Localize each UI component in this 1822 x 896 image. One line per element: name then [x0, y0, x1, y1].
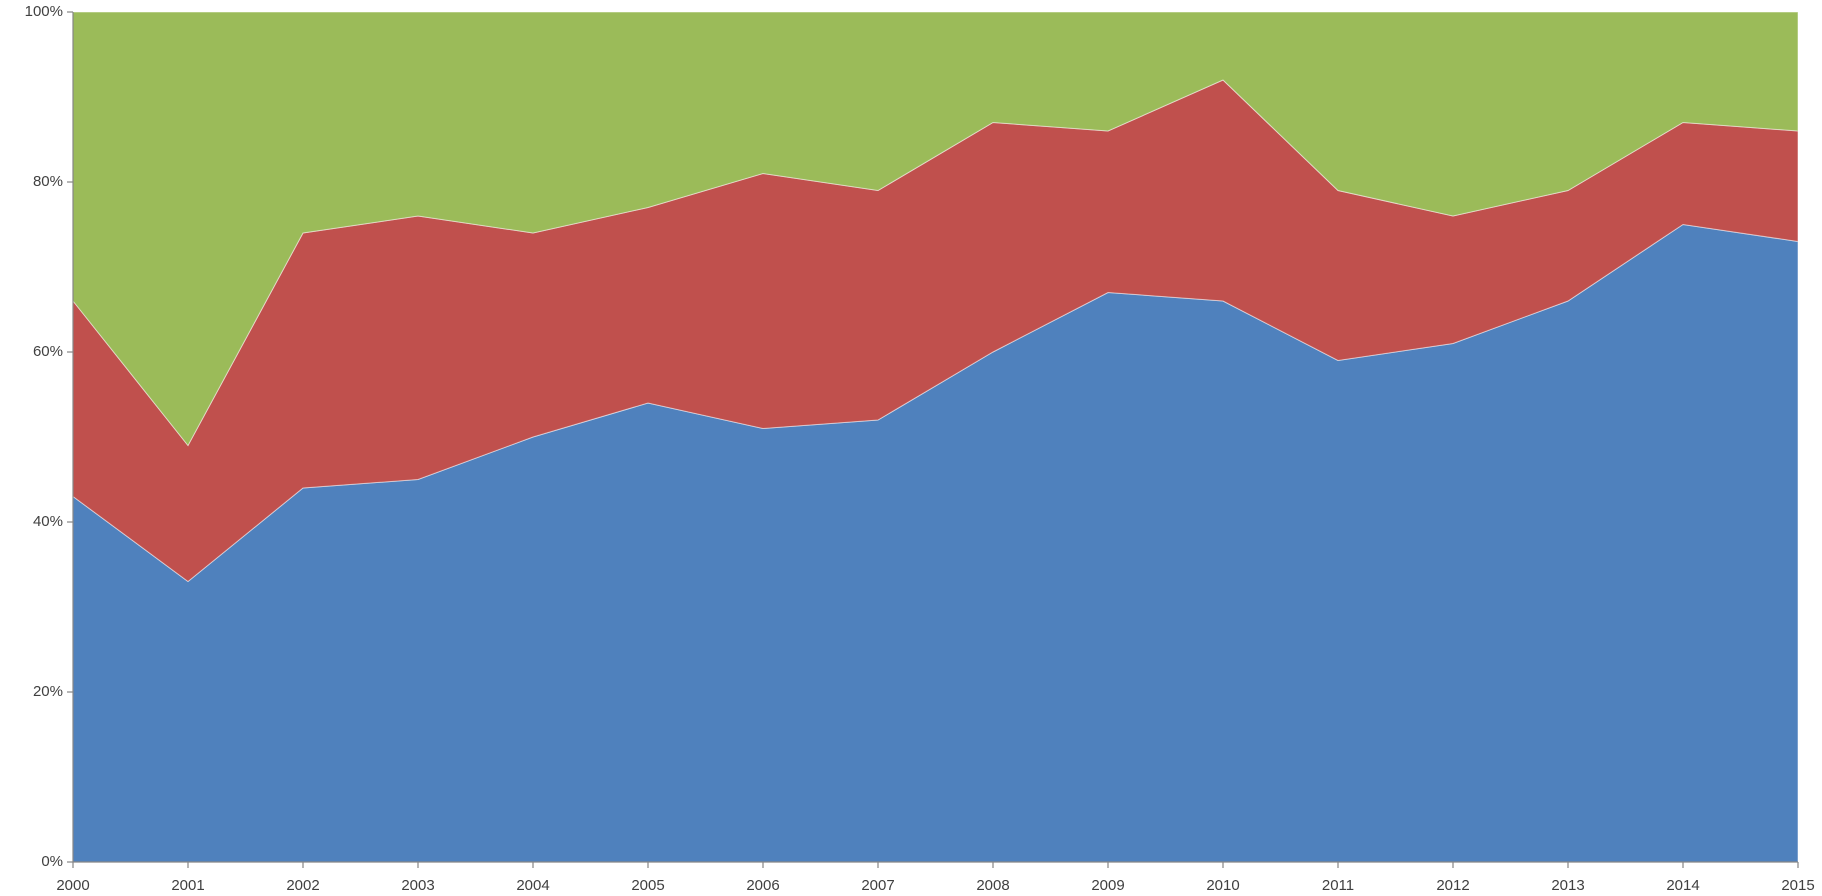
area-series [72, 11, 1799, 447]
y-tick-label: 40% [33, 513, 63, 530]
x-tick-label: 2000 [56, 877, 89, 894]
y-tick-label: 100% [25, 3, 63, 20]
x-tick-label: 2015 [1781, 877, 1814, 894]
x-tick-label: 2004 [516, 877, 549, 894]
y-tick-label: 80% [33, 173, 63, 190]
x-tick-label: 2014 [1666, 877, 1699, 894]
x-tick-label: 2013 [1551, 877, 1584, 894]
x-tick-label: 2008 [976, 877, 1009, 894]
x-tick-label: 2009 [1091, 877, 1124, 894]
x-tick-label: 2001 [171, 877, 204, 894]
x-tick-label: 2003 [401, 877, 434, 894]
x-tick-label: 2005 [631, 877, 664, 894]
y-tick-label: 0% [41, 853, 63, 870]
x-tick-label: 2012 [1436, 877, 1469, 894]
x-tick-label: 2010 [1206, 877, 1239, 894]
x-tick-label: 2011 [1322, 877, 1354, 894]
y-tick-label: 20% [33, 683, 63, 700]
y-tick-label: 60% [33, 343, 63, 360]
x-tick-label: 2007 [861, 877, 894, 894]
x-tick-label: 2006 [746, 877, 779, 894]
x-tick-label: 2002 [286, 877, 319, 894]
